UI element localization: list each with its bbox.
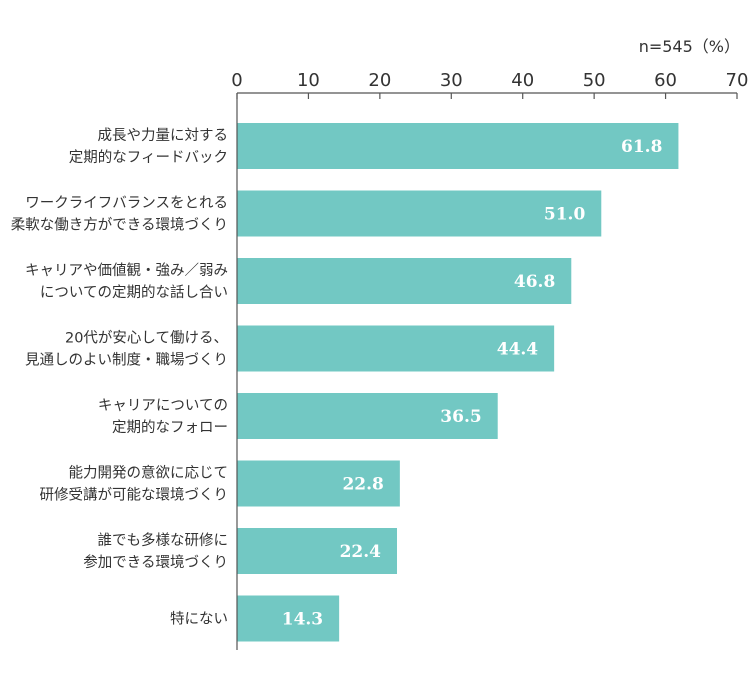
bar-value-label: 36.5 bbox=[440, 407, 481, 427]
bars: 61.8 51.0 46.8 44.4 36.5 22.8 22.4 14.3 bbox=[237, 123, 679, 642]
category-label: についての定期的な話し合い bbox=[40, 284, 228, 301]
category-label: 参加できる環境づくり bbox=[83, 553, 228, 571]
bar bbox=[237, 190, 602, 237]
bar-value-label: 22.4 bbox=[340, 542, 382, 562]
bar bbox=[237, 528, 397, 574]
bar bbox=[237, 123, 679, 169]
x-tick-label: 50 bbox=[583, 70, 606, 91]
x-tick-label: 10 bbox=[297, 70, 320, 91]
category-label: キャリアについての bbox=[98, 398, 228, 414]
x-tick-label: 30 bbox=[440, 70, 463, 91]
bar bbox=[237, 595, 340, 642]
bar bbox=[237, 258, 572, 304]
category-label: 定期的なフォロー bbox=[112, 419, 228, 436]
category-label: 柔軟な働き方ができる環境づくり bbox=[11, 216, 228, 234]
bar bbox=[237, 325, 555, 372]
bar bbox=[237, 460, 400, 507]
x-tick-label: 70 bbox=[726, 70, 749, 91]
category-label: 能力開発の意欲に応じて bbox=[69, 464, 229, 482]
x-tick-label: 40 bbox=[511, 70, 534, 91]
category-label: 研修受講が可能な環境づくり bbox=[40, 486, 229, 504]
x-axis-ticks: 0 10 20 30 40 50 60 70 bbox=[231, 70, 748, 99]
category-label: 定期的なフィードバック bbox=[69, 149, 228, 166]
bar-value-label: 22.8 bbox=[342, 475, 383, 495]
bar bbox=[237, 393, 498, 439]
bar-value-label: 51.0 bbox=[544, 205, 586, 225]
category-label: キャリアや価値観・強み／弱み bbox=[25, 262, 228, 279]
category-label: 20代が安心して働ける、 bbox=[65, 330, 228, 347]
x-tick-label: 60 bbox=[654, 70, 677, 91]
sample-size-note: n=545（%） bbox=[639, 37, 740, 56]
category-labels: 成長や力量に対する定期的なフィードバックワークライフバランスをとれる柔軟な働き方… bbox=[11, 127, 228, 628]
category-label: 誰でも多様な研修に bbox=[98, 532, 229, 549]
bar-value-label: 44.4 bbox=[497, 340, 539, 360]
category-label: 見通しのよい制度・職場づくり bbox=[25, 352, 228, 369]
category-label: 成長や力量に対する bbox=[98, 127, 229, 144]
x-tick-label: 20 bbox=[368, 70, 391, 91]
x-tick-label: 0 bbox=[231, 70, 242, 91]
bar-value-label: 14.3 bbox=[282, 610, 323, 630]
category-label: 特にない bbox=[170, 611, 228, 628]
category-label: ワークライフバランスをとれる bbox=[25, 195, 228, 212]
bar-value-label: 61.8 bbox=[621, 137, 662, 157]
bar-value-label: 46.8 bbox=[514, 272, 555, 292]
